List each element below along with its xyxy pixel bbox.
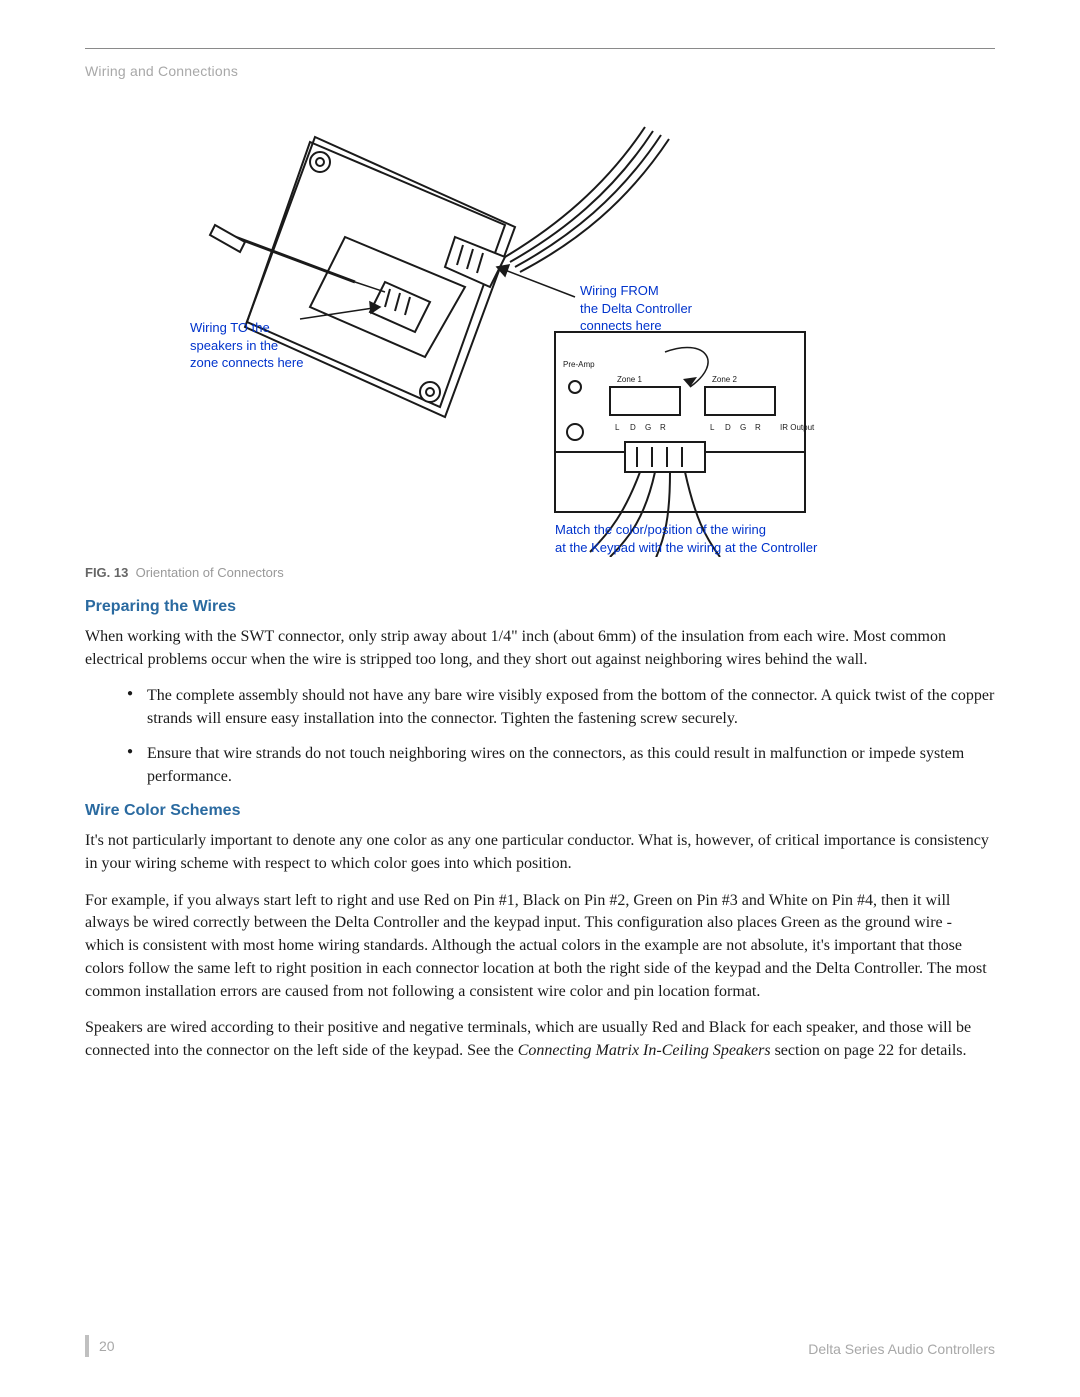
svg-text:G: G xyxy=(645,423,651,432)
colorschemes-p2: For example, if you always start left to… xyxy=(85,890,995,1004)
heading-wire-color-schemes: Wire Color Schemes xyxy=(85,802,995,820)
running-header: Wiring and Connections xyxy=(85,63,995,79)
heading-preparing-wires: Preparing the Wires xyxy=(85,598,995,616)
p3-italic: Connecting Matrix In-Ceiling Speakers xyxy=(518,1042,771,1059)
svg-text:IR Output: IR Output xyxy=(780,423,815,432)
preparing-bullets: The complete assembly should not have an… xyxy=(85,685,995,788)
list-item: The complete assembly should not have an… xyxy=(147,685,995,730)
page-footer: 20 Delta Series Audio Controllers xyxy=(85,1335,995,1357)
svg-text:D: D xyxy=(725,423,731,432)
svg-text:G: G xyxy=(740,423,746,432)
list-item: Ensure that wire strands do not touch ne… xyxy=(147,743,995,788)
svg-text:R: R xyxy=(660,423,666,432)
colorschemes-p1: It's not particularly important to denot… xyxy=(85,830,995,875)
callout-bottom: Match the color/position of the wiringat… xyxy=(555,521,915,556)
callout-right: Wiring FROMthe Delta Controllerconnects … xyxy=(580,282,750,335)
figure-caption: FIG. 13 Orientation of Connectors xyxy=(85,565,995,580)
page-number: 20 xyxy=(85,1335,115,1357)
preparing-p1: When working with the SWT connector, onl… xyxy=(85,626,995,671)
figure-number: FIG. 13 xyxy=(85,565,128,580)
callout-bottom-text: Match the color/position of the wiringat… xyxy=(555,522,817,555)
colorschemes-p3: Speakers are wired according to their po… xyxy=(85,1017,995,1062)
p3-post: section on page 22 for details. xyxy=(771,1042,967,1059)
svg-text:L: L xyxy=(710,423,715,432)
callout-left: Wiring TO thespeakers in thezone connect… xyxy=(190,319,330,372)
svg-text:L: L xyxy=(615,423,620,432)
figure-13: LDGR LDGR Zone 1 Zone 2 IR Output Pre-Am… xyxy=(85,107,995,557)
svg-text:R: R xyxy=(755,423,761,432)
svg-text:Zone 2: Zone 2 xyxy=(712,375,737,384)
callout-left-text: Wiring TO thespeakers in thezone connect… xyxy=(190,320,303,370)
footer-doc-title: Delta Series Audio Controllers xyxy=(808,1341,995,1357)
callout-right-text: Wiring FROMthe Delta Controllerconnects … xyxy=(580,283,692,333)
figure-caption-text: Orientation of Connectors xyxy=(136,565,284,580)
svg-text:Zone 1: Zone 1 xyxy=(617,375,642,384)
svg-text:D: D xyxy=(630,423,636,432)
header-rule xyxy=(85,48,995,49)
svg-text:Pre-Amp: Pre-Amp xyxy=(563,360,595,369)
